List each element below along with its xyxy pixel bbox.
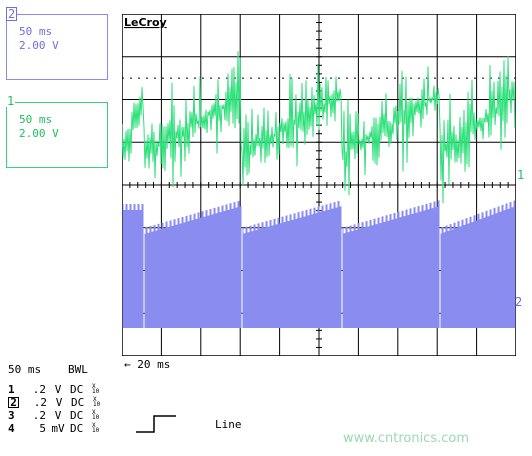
channel1-waveform [122,51,516,204]
trigger-edge-icon[interactable] [136,412,178,436]
channel-unit: V [54,383,62,396]
channel2-waveform [122,200,516,328]
time-per-division: ← 20 ms [124,358,171,371]
channel-number: 2 [8,397,19,408]
trace2-info-box[interactable]: 2 50 ms 2.00 V [6,7,108,80]
channel-value: .2 [32,409,46,422]
trigger-source[interactable]: Line [215,418,242,431]
channel2-level-marker[interactable]: 2 [515,295,523,309]
channel-unit: V [54,409,62,422]
scope-screen[interactable]: LeCroy [122,14,516,356]
scope-graticule: LeCroy [122,14,516,356]
channel-row[interactable]: 2 .2 V DC X 10 [8,397,101,408]
brand-label-bg [123,15,159,29]
channel-coupling: DC [70,409,84,422]
channel-bw: X 10 [92,422,100,434]
channel-number: 1 [8,383,15,396]
channel-value: .2 [33,396,47,409]
trace1-volts: 2.00 V [19,127,59,140]
channel-coupling: DC [70,422,84,435]
trace2-timebase: 50 ms [19,25,53,38]
channel-bw: X 10 [92,409,100,421]
trace2-volts: 2.00 V [19,39,59,52]
channel-unit: mV [51,422,65,435]
brand-label: LeCroy [124,16,167,29]
bwl-label: BWL [68,363,88,376]
channel-coupling: DC [70,383,84,396]
channel-coupling: DC [71,396,85,409]
channel-bw: X 10 [92,383,100,395]
watermark-text: www.cntronics.com [343,431,470,446]
channel-value: .2 [32,383,46,396]
acq-timebase: 50 ms [8,363,42,376]
channel-number: 3 [8,409,15,422]
trace1-timebase: 50 ms [19,113,53,126]
channel-bw: X 10 [93,396,101,408]
trace1-info-box[interactable]: 1 50 ms 2.00 V [6,95,108,168]
channel-row[interactable]: 3 .2 V DC X 10 [8,409,100,422]
acquisition-row: 50 ms BWL [8,364,88,376]
channel-row[interactable]: 4 5 mV DC X 10 [8,422,100,435]
channel-value: 5 [39,422,46,435]
channel-row[interactable]: 1 .2 V DC X 10 [8,383,100,396]
trace1-number: 1 [6,94,16,108]
channel1-level-marker[interactable]: 1 [517,168,525,182]
channel-unit: V [55,396,63,409]
channel-number: 4 [8,422,15,435]
trace2-number: 2 [6,7,18,21]
